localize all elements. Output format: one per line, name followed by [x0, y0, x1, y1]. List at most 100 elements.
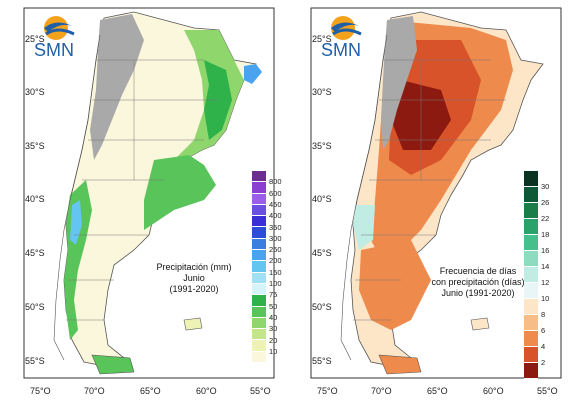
lat-tick-40: 40°S	[312, 194, 332, 204]
lat-tick-45: 45°S	[312, 248, 332, 258]
green-zone-patagonia	[64, 180, 92, 340]
lon-tick-65: 65°O	[427, 386, 448, 396]
legend-label: 16	[541, 246, 550, 255]
legend-label: 2	[541, 358, 546, 367]
title-line: Junio	[183, 273, 205, 283]
legend-label: 20	[269, 335, 278, 345]
legend-swatch	[524, 347, 538, 363]
legend-swatch	[252, 306, 266, 318]
legend-swatch	[252, 317, 266, 330]
legend-label: 350	[269, 222, 282, 232]
blue-zone-patagonia	[70, 200, 82, 245]
lon-tick-55: 55°O	[537, 386, 558, 396]
orange-zone-patagonia	[359, 240, 431, 330]
lon-tick-55: 55°O	[250, 386, 271, 396]
latitude-ticks: 25°S 30°S 35°S 40°S 45°S 50°S 55°S	[25, 34, 45, 366]
lat-tick-50: 50°S	[312, 302, 332, 312]
legend-swatch	[524, 267, 538, 283]
legend-swatch	[252, 204, 266, 217]
title-line: (1991-2020)	[169, 284, 219, 294]
legend-label: 6	[541, 326, 546, 335]
legend-swatch	[252, 227, 266, 239]
logo-text: SMN	[34, 40, 74, 60]
darkred-zone-core	[393, 80, 451, 150]
title-line: Frecuencia de días	[439, 266, 517, 276]
legend-label: 12	[541, 278, 550, 287]
lat-tick-50: 50°S	[25, 302, 45, 312]
precipitation-title: Precipitación (mm) Junio (1991-2020)	[154, 262, 234, 295]
malvinas-islands	[470, 317, 490, 331]
legend-label: 600	[269, 188, 282, 198]
frequency-map: 25°S 30°S 35°S 40°S 45°S 50°S 55°S 75°O …	[310, 7, 562, 396]
legend-label: 200	[269, 256, 282, 266]
frequency-title: Frecuencia de días con precipitación (dí…	[423, 266, 533, 299]
title-line: con precipitación (días)	[431, 277, 525, 287]
chile-outline	[53, 34, 101, 361]
legend-label: 50	[269, 301, 278, 311]
legend-swatch	[252, 272, 266, 284]
longitude-ticks: 75°O 70°O 65°O 60°O 55°O	[30, 386, 271, 396]
lon-tick-75: 75°O	[30, 386, 51, 396]
precipitation-legend	[252, 171, 266, 364]
legend-swatch	[524, 331, 538, 347]
smn-logo-icon	[331, 16, 362, 40]
andes-gray-zone	[381, 16, 417, 150]
legend-label: 8	[541, 310, 546, 319]
andes-gray-zone	[90, 14, 144, 160]
lat-tick-45: 45°S	[25, 248, 45, 258]
malvinas-islands	[183, 317, 203, 331]
lon-tick-60: 60°O	[483, 386, 504, 396]
legend-swatch	[252, 295, 266, 307]
legend-swatch	[252, 250, 266, 262]
lon-tick-70: 70°O	[371, 386, 392, 396]
lon-tick-70: 70°O	[84, 386, 105, 396]
legend-label: 300	[269, 233, 282, 243]
legend-swatch	[524, 363, 538, 379]
legend-label: 18	[541, 230, 550, 239]
legend-swatch	[252, 283, 266, 296]
legend-swatch	[524, 187, 538, 203]
lon-tick-75: 75°O	[317, 386, 338, 396]
green-zone-buenos-aires	[144, 155, 216, 230]
legend-label: 14	[541, 262, 550, 271]
title-line: Junio (1991-2020)	[441, 288, 515, 298]
frequency-map-panel: 25°S 30°S 35°S 40°S 45°S 50°S 55°S 75°O …	[291, 0, 573, 402]
precipitation-map: 25°S 30°S 35°S 40°S 45°S 50°S 55°S 75°O …	[23, 7, 275, 396]
legend-swatch	[252, 238, 266, 251]
lat-tick-30: 30°S	[312, 87, 332, 97]
legend-swatch	[252, 171, 266, 183]
legend-swatch	[252, 193, 266, 205]
legend-swatch	[524, 235, 538, 251]
lat-tick-25: 25°S	[25, 34, 45, 44]
latitude-ticks: 25°S 30°S 35°S 40°S 45°S 50°S 55°S	[312, 34, 332, 366]
legend-label: 26	[541, 198, 550, 207]
lon-tick-65: 65°O	[140, 386, 161, 396]
lat-tick-55: 55°S	[25, 356, 45, 366]
legend-label: 4	[541, 342, 546, 351]
legend-label: 100	[269, 279, 282, 288]
legend-swatch	[524, 251, 538, 267]
legend-swatch	[524, 203, 538, 219]
longitude-ticks: 75°O 70°O 65°O 60°O 55°O	[317, 386, 558, 396]
legend-label: 75	[269, 290, 278, 300]
legend-swatch	[524, 299, 538, 315]
legend-swatch	[252, 261, 266, 273]
legend-label: 10	[269, 346, 278, 356]
province-lines	[353, 59, 506, 321]
legend-label: 250	[269, 245, 282, 255]
legend-label: 40	[269, 312, 278, 322]
tierra-del-fuego	[91, 354, 135, 375]
title-line: Precipitación (mm)	[156, 262, 232, 272]
cyan-zone-misiones	[244, 64, 262, 84]
legend-swatch	[252, 340, 266, 352]
legend-label: 22	[541, 214, 550, 223]
frequency-legend	[524, 171, 538, 379]
lat-tick-35: 35°S	[312, 141, 332, 151]
tierra-del-fuego	[378, 354, 422, 375]
lat-tick-40: 40°S	[25, 194, 45, 204]
legend-label: 800	[269, 177, 282, 187]
lon-tick-60: 60°O	[196, 386, 217, 396]
legend-swatch	[524, 171, 538, 187]
legend-label: 450	[269, 199, 282, 209]
province-lines	[66, 59, 219, 321]
